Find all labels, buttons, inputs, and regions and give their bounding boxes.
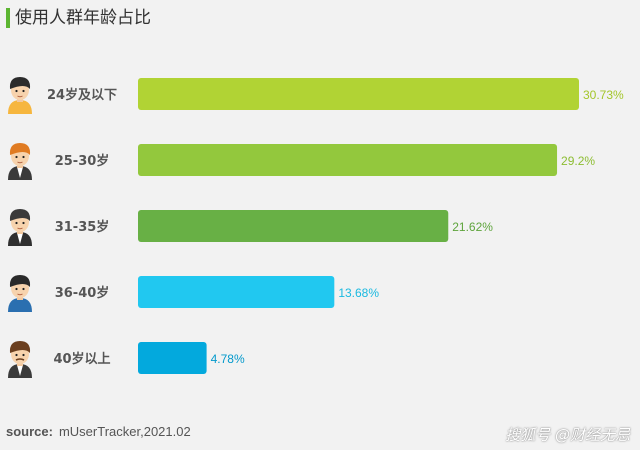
bar: [138, 78, 579, 110]
avatar-hair: [9, 209, 31, 221]
source-note: source: mUserTracker,2021.02: [6, 424, 191, 439]
avatar-eye: [22, 221, 25, 225]
avatar-eye: [22, 155, 25, 159]
avatar-eye: [15, 287, 18, 291]
avatar-eye: [22, 353, 25, 357]
avatar-eye: [15, 89, 18, 93]
avatar-hair: [9, 275, 31, 287]
watermark: 搜狐号 @财经无忌: [505, 426, 630, 444]
category-label: 24岁及以下: [47, 87, 117, 103]
avatar-mustache: [15, 358, 25, 361]
redhead-male-avatar-icon: [8, 143, 32, 180]
avatar-eye: [15, 221, 18, 225]
blue-shirt-male-avatar-icon: [8, 275, 32, 312]
category-label: 31-35岁: [55, 219, 110, 235]
avatar-collar: [17, 167, 23, 178]
avatar-body: [8, 298, 32, 312]
avatar-hair: [9, 77, 31, 89]
avatar-eye: [22, 89, 25, 93]
avatar-mouth: [17, 293, 23, 296]
avatar-body: [8, 100, 32, 114]
value-label: 21.62%: [452, 220, 493, 234]
avatar-eye: [15, 353, 18, 357]
avatar-eye: [22, 287, 25, 291]
category-label: 25-30岁: [55, 153, 110, 169]
value-label: 4.78%: [211, 352, 245, 366]
category-label: 36-40岁: [55, 285, 110, 301]
bar: [138, 210, 449, 242]
source-label: source:: [6, 424, 53, 439]
avatar-mouth: [17, 227, 23, 230]
avatar-hair: [9, 143, 31, 155]
avatar-eye: [15, 155, 18, 159]
title-accent-bar: [6, 8, 10, 28]
value-label: 30.73%: [583, 88, 624, 102]
avatar-mouth: [17, 95, 23, 98]
avatar-collar: [17, 233, 23, 244]
avatar-hair: [9, 341, 31, 353]
avatar-mouth: [17, 161, 23, 164]
bar: [138, 144, 558, 176]
value-label: 13.68%: [338, 286, 379, 300]
source-text: mUserTracker,2021.02: [58, 424, 191, 439]
value-label: 29.2%: [561, 154, 595, 168]
bar-chart: 24岁及以下 30.73% 25-30岁 29.2% 31-35岁 21.62% 36-40…: [8, 77, 624, 378]
young-male-avatar-icon: [8, 77, 32, 114]
category-label: 40岁以上: [53, 351, 110, 367]
mustache-male-avatar-icon: [8, 341, 32, 378]
avatar-collar: [17, 365, 23, 376]
bar: [138, 276, 335, 308]
bar: [138, 342, 207, 374]
chart-title: 使用人群年龄占比: [15, 8, 151, 28]
suited-male-avatar-icon: [8, 209, 32, 246]
